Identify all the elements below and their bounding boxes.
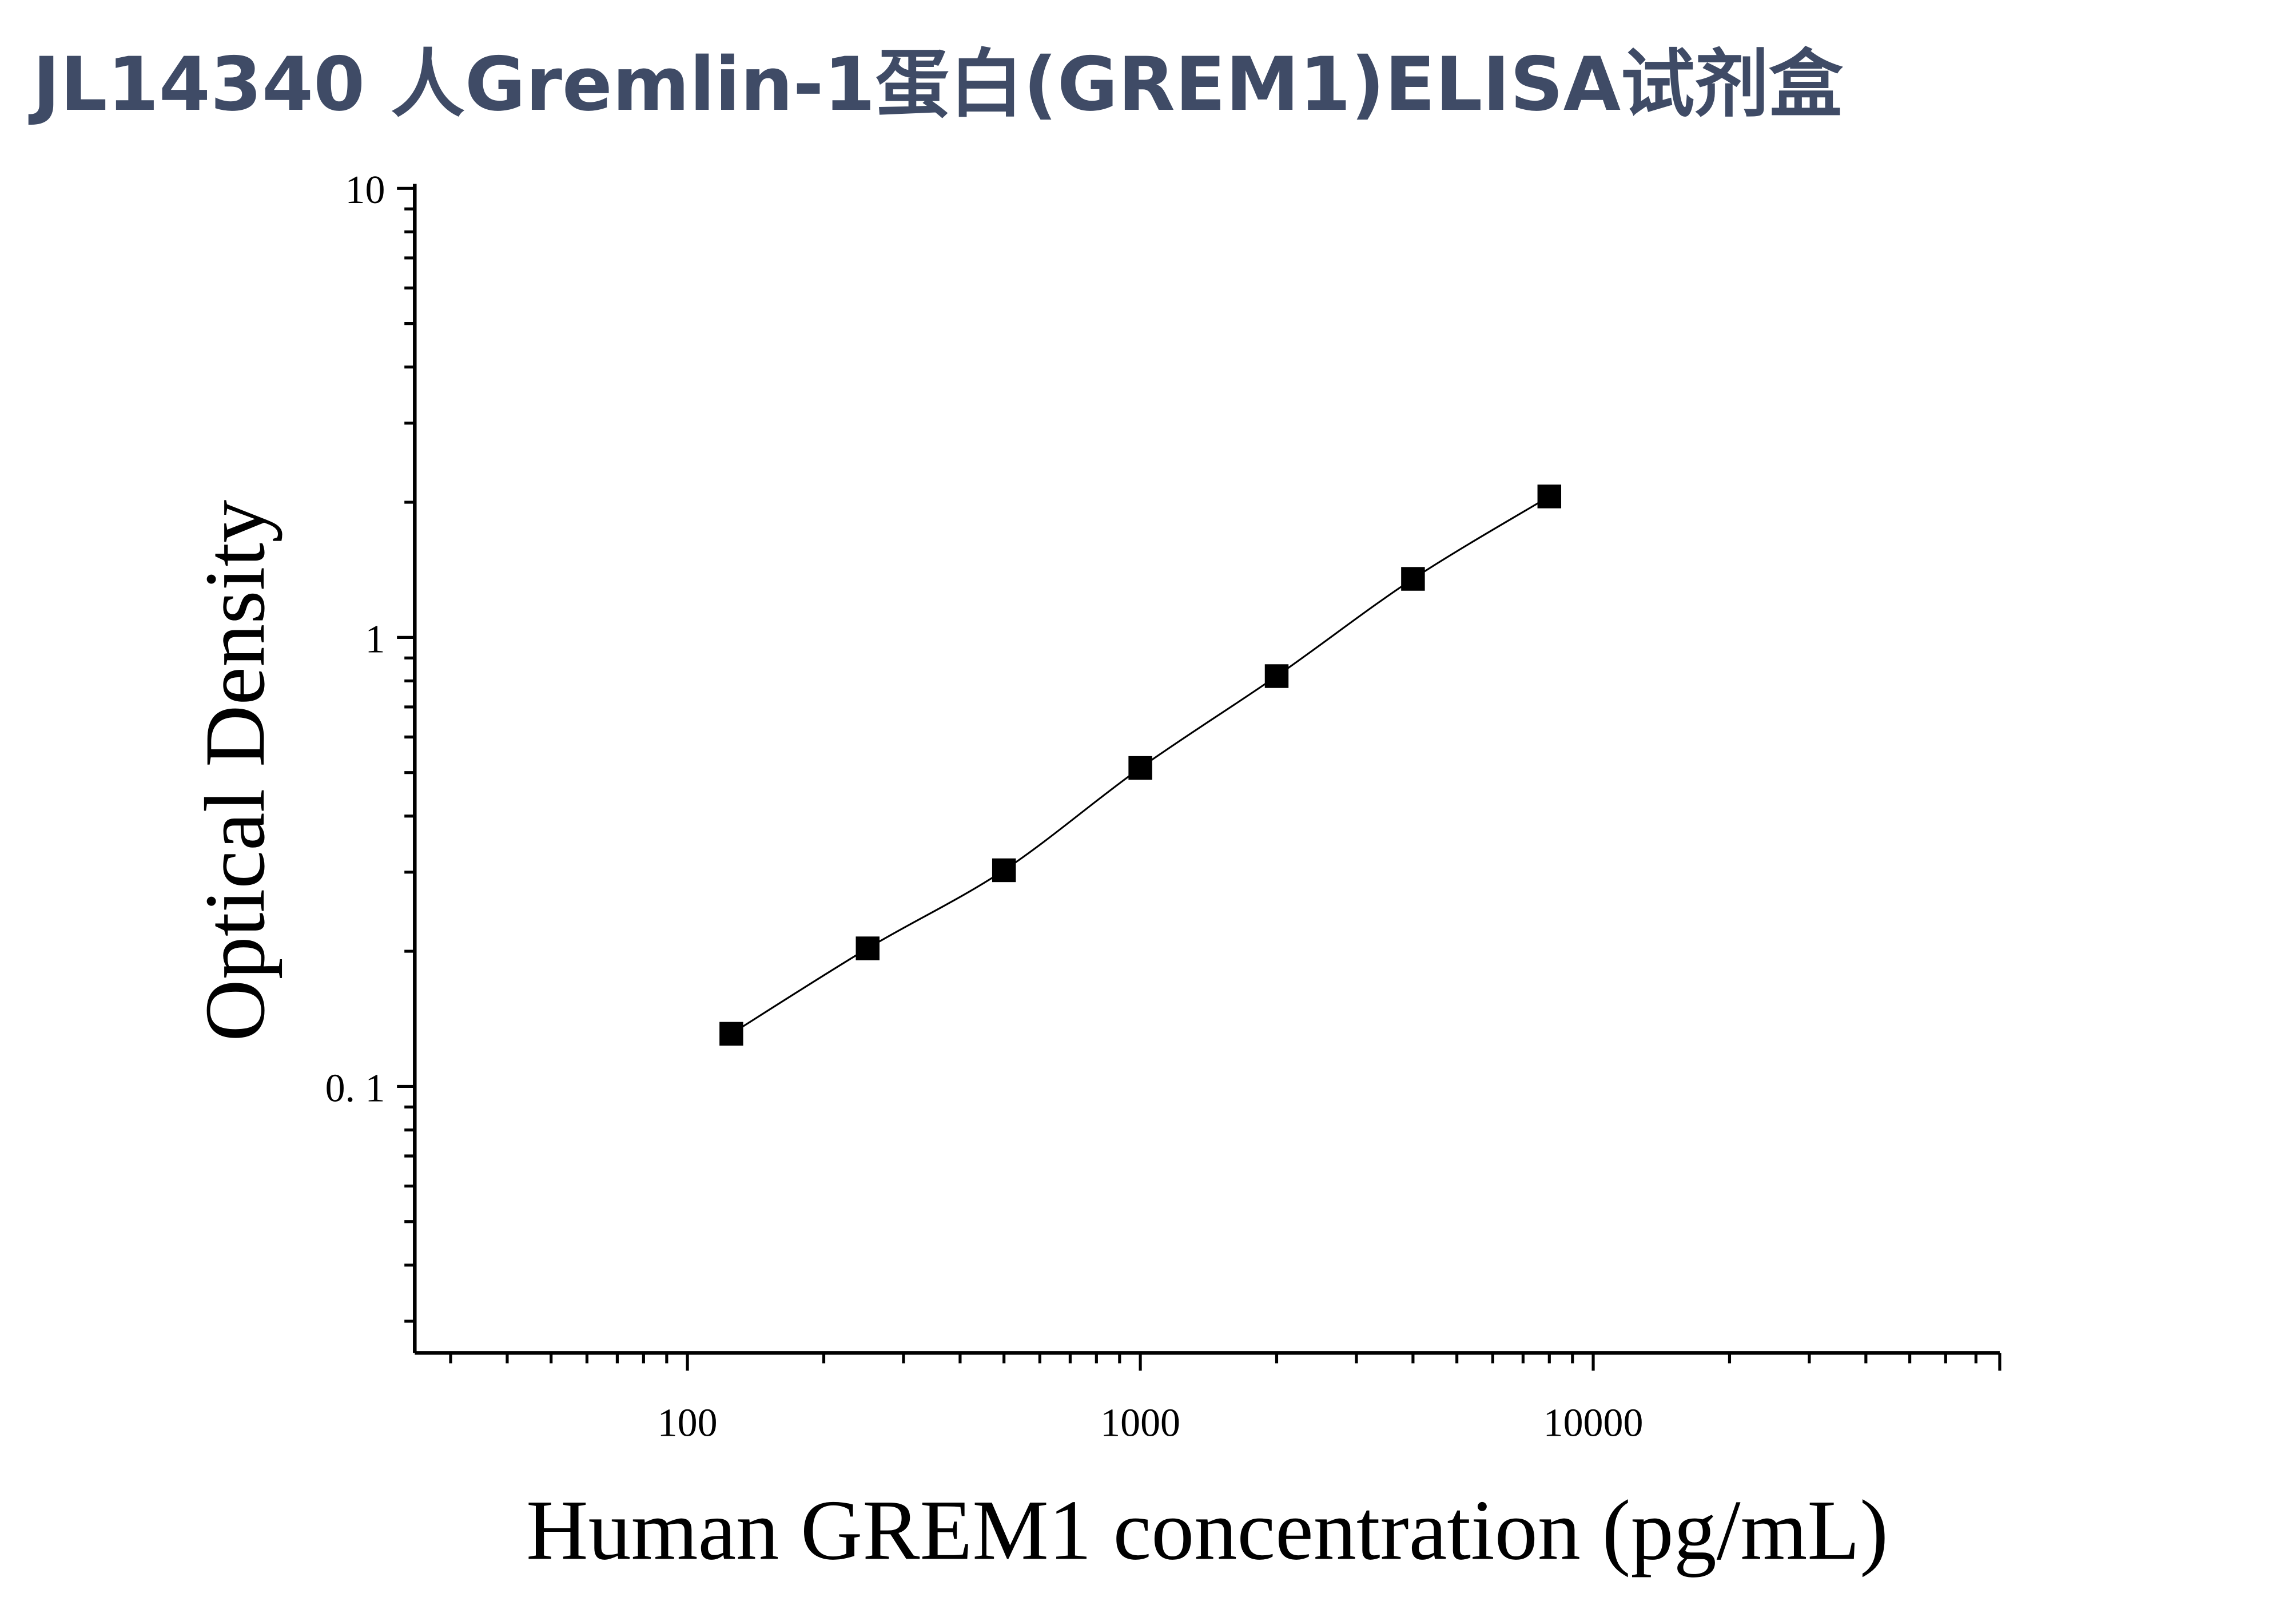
y-axis-label: Optical Density [188, 500, 282, 1042]
axes [397, 184, 2001, 1371]
data-point [1401, 567, 1425, 591]
x-tick-label: 100 [658, 1401, 718, 1445]
x-tick-label: 1000 [1100, 1401, 1180, 1445]
data-point [992, 858, 1016, 883]
data-point [1264, 664, 1289, 688]
x-tick-label: 10000 [1543, 1401, 1644, 1445]
y-tick-label: 1 [365, 617, 385, 661]
data-point [855, 936, 880, 960]
data-point [719, 1022, 743, 1046]
data-point [1128, 756, 1152, 780]
y-tick-label: 10 [345, 168, 385, 212]
tick-labels: 100 1000 10000 0. 1 1 10 [325, 168, 1644, 1445]
y-tick-label: 0. 1 [325, 1066, 385, 1110]
x-axis-label: Human GREM1 concentration (pg/mL) [526, 1483, 1888, 1578]
data-point [1537, 484, 1562, 508]
chart-title: JL14340 人Gremlin-1蛋白(GREM1)ELISA试剂盒 [28, 41, 1843, 128]
data-series [719, 484, 1562, 1046]
